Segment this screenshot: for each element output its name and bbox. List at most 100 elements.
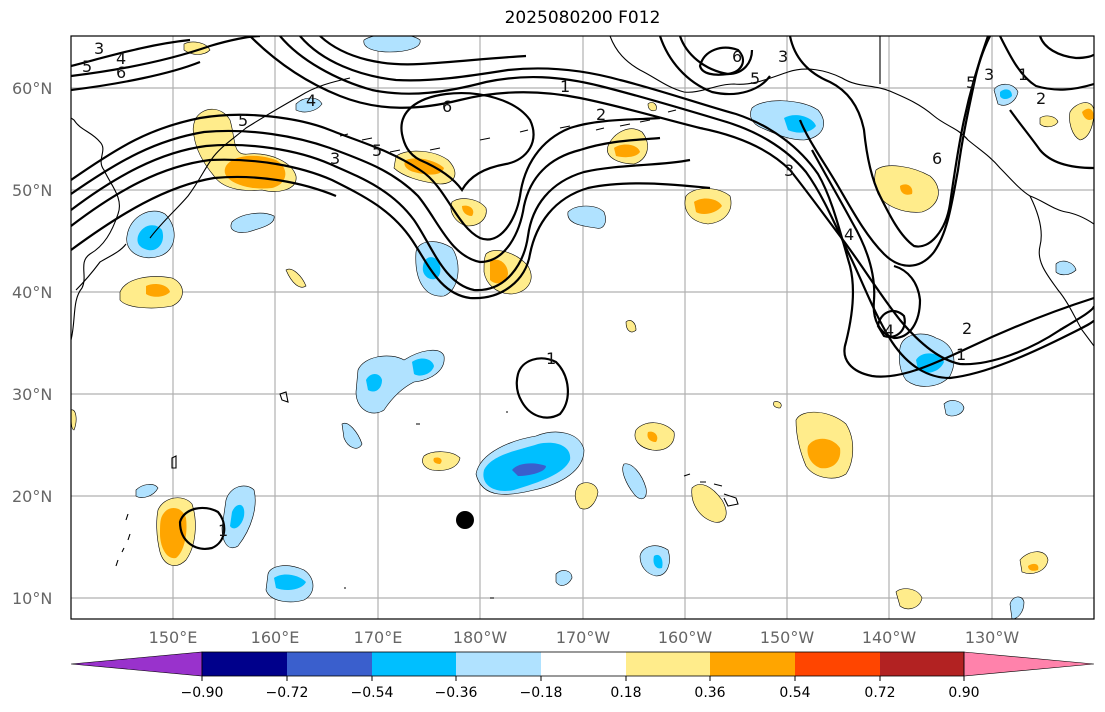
- negative-anomaly-region: [555, 570, 573, 586]
- lat-label: 50°N: [12, 181, 52, 200]
- colorbar-tick-label: 0.36: [694, 685, 725, 701]
- contour-label: 3: [784, 161, 794, 180]
- positive-anomaly-region: [1019, 551, 1049, 574]
- positive-anomaly-region: [574, 482, 599, 510]
- colorbar-tick-label: −0.18: [520, 685, 563, 701]
- shaded-anomalies: [71, 36, 1094, 619]
- positive-anomaly-region: [71, 409, 77, 431]
- lon-label: 140°W: [862, 628, 917, 647]
- colorbar-outline: [201, 651, 965, 677]
- contour-line: [71, 36, 261, 78]
- contour-line: [299, 36, 1094, 378]
- mariana-islands: [115, 513, 131, 567]
- contour-line: [319, 36, 527, 66]
- contour-label: 3: [984, 65, 994, 84]
- colorbar-tick-label: −0.54: [351, 685, 394, 701]
- colorbar-tick-label: 0.54: [779, 685, 810, 701]
- negative-anomaly-core: [230, 504, 245, 529]
- contour-line: [71, 113, 661, 241]
- negative-anomaly-region: [295, 97, 323, 113]
- positive-anomaly-region: [691, 484, 727, 523]
- colorbar-segment: [710, 652, 795, 676]
- colorbar-tick-label: −0.36: [435, 685, 478, 701]
- colorbar-tick-label: −0.72: [266, 685, 309, 701]
- contour-line: [71, 60, 201, 92]
- positive-anomaly-core: [1082, 108, 1094, 120]
- contour-line: [71, 38, 191, 68]
- positive-anomaly-core: [404, 158, 444, 175]
- positive-anomaly-core: [433, 457, 442, 464]
- contour-label: 1: [218, 521, 228, 540]
- lat-label: 40°N: [12, 283, 52, 302]
- colorbar-tick-label: 0.18: [610, 685, 641, 701]
- positive-anomaly-core: [146, 284, 170, 297]
- positive-anomaly-core: [647, 431, 658, 442]
- negative-anomaly-core: [274, 574, 306, 590]
- contour-line: [71, 158, 711, 300]
- colorbar-extend-min: [70, 651, 203, 677]
- positive-anomaly-core: [1028, 563, 1039, 571]
- colorbar-extend-max: [963, 651, 1095, 677]
- contour-line: [798, 36, 991, 267]
- contour-label: 6: [732, 47, 742, 66]
- positive-anomaly-region: [773, 401, 782, 409]
- contour-line: [1038, 36, 1094, 60]
- kamchatka-coast: [149, 77, 351, 239]
- contour-label: 2: [1036, 89, 1046, 108]
- colorbar-segment: [626, 652, 710, 676]
- contour-label-group: 3 4 5 6 5 3 5 4 6 1 2 6 5 3 3 4 4 2 1 6 …: [82, 39, 1046, 540]
- lon-label: 170°W: [556, 628, 611, 647]
- contour-line: [515, 357, 569, 419]
- positive-anomaly-region: [625, 320, 637, 333]
- colorbar: −0.90 −0.72 −0.54 −0.36 −0.18 0.18 0.36 …: [70, 651, 1095, 701]
- contour-line: [811, 149, 922, 340]
- contour-line: [658, 36, 771, 96]
- contour-label: 5: [372, 141, 382, 160]
- positive-anomaly-region: [895, 588, 923, 610]
- contour-label: 3: [94, 39, 104, 58]
- colorbar-segment: [880, 652, 964, 676]
- contour-line: [71, 143, 691, 292]
- positive-anomaly-region: [285, 268, 307, 288]
- colorbar-segment: [372, 652, 456, 676]
- contour-label: 1: [560, 77, 570, 96]
- contour-label: 4: [116, 49, 126, 68]
- lat-label: 30°N: [12, 385, 52, 404]
- contour-line: [178, 506, 226, 550]
- lon-gridlines: [172, 36, 993, 619]
- contour-label: 3: [330, 149, 340, 168]
- contour-line: [999, 36, 1094, 91]
- contour-label: 5: [750, 69, 760, 88]
- contour-line: [71, 175, 337, 251]
- contour-label: 4: [884, 321, 894, 340]
- contour-line: [788, 36, 990, 248]
- colorbar-segment: [541, 652, 626, 676]
- positive-anomaly-region: [1039, 115, 1059, 128]
- colorbar-segment: [795, 652, 880, 676]
- lat-label: 60°N: [12, 79, 52, 98]
- contour-line: [279, 36, 1094, 380]
- contour-label: 6: [932, 149, 942, 168]
- negative-anomaly-core: [366, 374, 382, 392]
- contour-label: 1: [956, 345, 966, 364]
- lon-label: 160°E: [251, 628, 300, 647]
- negative-anomaly-core: [653, 554, 663, 569]
- negative-anomaly-region: [567, 205, 606, 229]
- positive-anomaly-core: [490, 259, 508, 284]
- negative-anomaly-region: [363, 36, 421, 53]
- coastlines: [71, 36, 1094, 599]
- positive-anomaly-core: [462, 205, 474, 216]
- contour-label: 1: [1018, 65, 1028, 84]
- lon-label: 150°E: [149, 628, 198, 647]
- negative-anomaly-region: [1055, 260, 1077, 276]
- contour-label: 5: [82, 57, 92, 76]
- small-islands: [171, 391, 508, 599]
- map-title: 2025080200 F012: [504, 8, 661, 28]
- colorbar-tick-label: 0.90: [948, 685, 979, 701]
- contour-line: [876, 309, 906, 338]
- colorbar-segment: [456, 652, 541, 676]
- asia-coast: [71, 117, 120, 341]
- contour-label: 4: [844, 225, 854, 244]
- contour-label: 1: [546, 349, 556, 368]
- hawaii-islands: [683, 473, 739, 507]
